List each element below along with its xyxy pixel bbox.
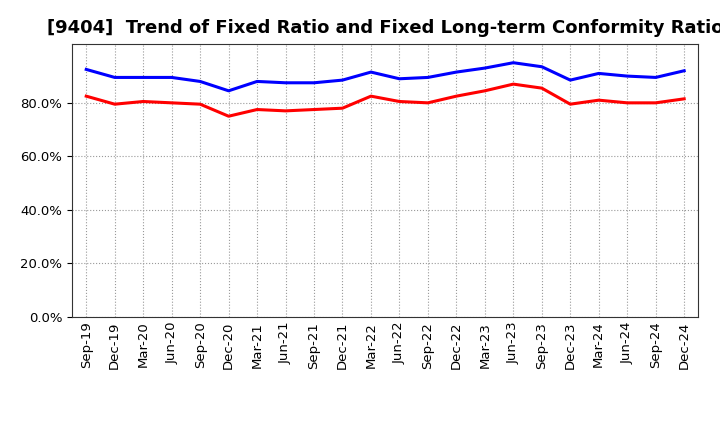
- Fixed Ratio: [652, 75, 660, 80]
- Line: Fixed Long-term Conformity Ratio: Fixed Long-term Conformity Ratio: [86, 84, 684, 116]
- Fixed Long-term Conformity Ratio: [139, 99, 148, 104]
- Fixed Ratio: [480, 66, 489, 71]
- Fixed Long-term Conformity Ratio: [423, 100, 432, 106]
- Fixed Long-term Conformity Ratio: [225, 114, 233, 119]
- Fixed Long-term Conformity Ratio: [537, 85, 546, 91]
- Fixed Long-term Conformity Ratio: [509, 81, 518, 87]
- Fixed Ratio: [395, 76, 404, 81]
- Fixed Long-term Conformity Ratio: [566, 102, 575, 107]
- Fixed Ratio: [566, 77, 575, 83]
- Fixed Long-term Conformity Ratio: [652, 100, 660, 106]
- Fixed Long-term Conformity Ratio: [366, 94, 375, 99]
- Legend: Fixed Ratio, Fixed Long-term Conformity Ratio: Fixed Ratio, Fixed Long-term Conformity …: [174, 438, 596, 440]
- Fixed Long-term Conformity Ratio: [680, 96, 688, 102]
- Fixed Long-term Conformity Ratio: [310, 107, 318, 112]
- Fixed Ratio: [82, 67, 91, 72]
- Line: Fixed Ratio: Fixed Ratio: [86, 63, 684, 91]
- Fixed Long-term Conformity Ratio: [167, 100, 176, 106]
- Fixed Ratio: [196, 79, 204, 84]
- Fixed Long-term Conformity Ratio: [395, 99, 404, 104]
- Fixed Ratio: [623, 73, 631, 79]
- Fixed Ratio: [366, 70, 375, 75]
- Fixed Long-term Conformity Ratio: [595, 98, 603, 103]
- Fixed Ratio: [338, 77, 347, 83]
- Fixed Ratio: [680, 68, 688, 73]
- Fixed Ratio: [509, 60, 518, 66]
- Title: [9404]  Trend of Fixed Ratio and Fixed Long-term Conformity Ratio: [9404] Trend of Fixed Ratio and Fixed Lo…: [47, 19, 720, 37]
- Fixed Long-term Conformity Ratio: [452, 94, 461, 99]
- Fixed Long-term Conformity Ratio: [110, 102, 119, 107]
- Fixed Long-term Conformity Ratio: [196, 102, 204, 107]
- Fixed Ratio: [537, 64, 546, 70]
- Fixed Ratio: [423, 75, 432, 80]
- Fixed Ratio: [167, 75, 176, 80]
- Fixed Long-term Conformity Ratio: [253, 107, 261, 112]
- Fixed Ratio: [253, 79, 261, 84]
- Fixed Ratio: [452, 70, 461, 75]
- Fixed Long-term Conformity Ratio: [623, 100, 631, 106]
- Fixed Long-term Conformity Ratio: [282, 108, 290, 114]
- Fixed Ratio: [310, 80, 318, 85]
- Fixed Long-term Conformity Ratio: [480, 88, 489, 93]
- Fixed Ratio: [139, 75, 148, 80]
- Fixed Long-term Conformity Ratio: [82, 94, 91, 99]
- Fixed Ratio: [110, 75, 119, 80]
- Fixed Ratio: [282, 80, 290, 85]
- Fixed Ratio: [225, 88, 233, 93]
- Fixed Long-term Conformity Ratio: [338, 106, 347, 111]
- Fixed Ratio: [595, 71, 603, 76]
